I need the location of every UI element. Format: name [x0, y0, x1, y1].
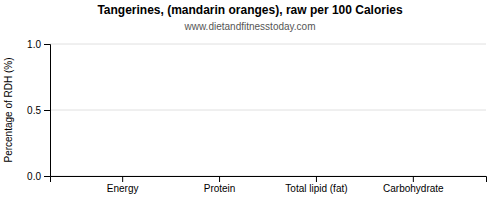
tick-mark: [44, 110, 50, 111]
tick-mark: [413, 176, 414, 182]
tick-mark: [316, 176, 317, 182]
tick: 0.5: [27, 105, 50, 116]
bar: [98, 176, 146, 177]
tick-label: Protein: [204, 183, 236, 194]
title: Tangerines, (mandarin oranges), raw per …: [97, 3, 403, 17]
tick-mark: [44, 176, 50, 177]
tick: Total lipid (fat): [285, 176, 347, 194]
tick-mark: [219, 176, 220, 182]
tick: Energy: [107, 176, 139, 194]
axis-line: [44, 45, 51, 177]
tick-label: Total lipid (fat): [285, 183, 347, 194]
tick-label: Energy: [107, 183, 139, 194]
tick-label: 0.5: [27, 105, 41, 116]
bar: [195, 176, 243, 177]
bar: [292, 176, 340, 177]
tick-label: Carbohydrate: [383, 183, 444, 194]
chart: Tangerines, (mandarin oranges), raw per …: [0, 0, 500, 200]
grid-line: [50, 110, 486, 111]
tick: 0.0: [27, 171, 50, 182]
bar: [389, 176, 437, 177]
tick: Carbohydrate: [383, 176, 444, 194]
tick-label: 1.0: [27, 39, 41, 50]
tick-mark: [44, 44, 50, 45]
plot: Energy Protein Total lipid (fat) Carbohydra…: [27, 39, 486, 194]
tick: 1.0: [27, 39, 50, 50]
x-axis: Energy Protein Total lipid (fat) Carbohydra…: [51, 176, 487, 194]
tick: Protein: [204, 176, 236, 194]
grid: [50, 44, 486, 176]
subtitle: www.dietandfitnesstoday.com: [184, 21, 316, 32]
y-axis: 0.0 0.5 1.0: [27, 39, 50, 182]
tick-mark: [122, 176, 123, 182]
grid-line: [50, 44, 486, 45]
tick-label: 0.0: [27, 171, 41, 182]
axis-line: [51, 177, 487, 183]
y-axis-title: Percentage of RDH (%): [3, 57, 14, 162]
